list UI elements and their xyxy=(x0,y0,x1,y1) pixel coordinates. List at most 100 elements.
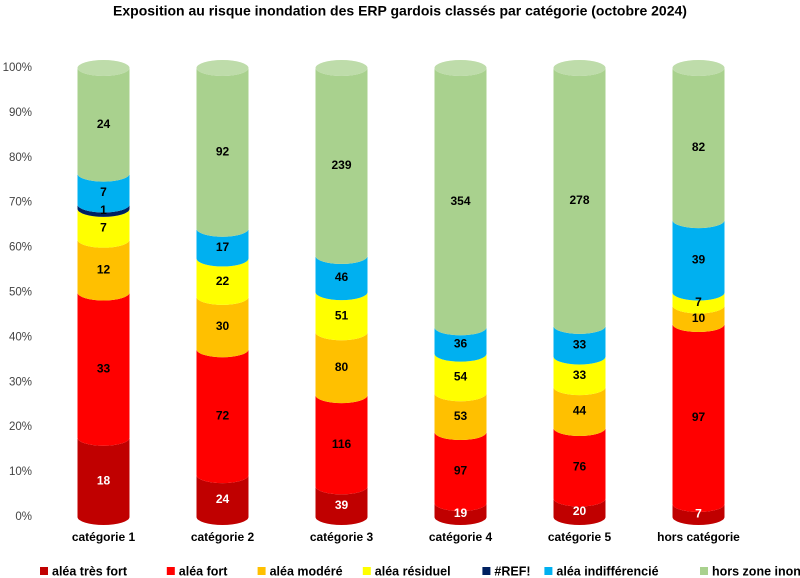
cylinder-segment xyxy=(672,292,725,314)
value-label: 12 xyxy=(97,262,111,276)
value-label: 39 xyxy=(692,252,706,266)
x-tick-label: catégorie 1 xyxy=(72,530,136,544)
legend-label: aléa résiduel xyxy=(375,564,451,578)
chart-title: Exposition au risque inondation des ERP … xyxy=(113,3,687,19)
value-label: 33 xyxy=(97,361,111,375)
cylinder-top xyxy=(434,60,487,76)
legend-label: aléa fort xyxy=(179,564,228,578)
value-label: 97 xyxy=(454,464,468,478)
cylinder-segment xyxy=(434,503,487,525)
y-tick-label: 60% xyxy=(9,242,32,254)
legend-swatch xyxy=(40,567,48,575)
value-label: 92 xyxy=(216,145,230,159)
value-label: 76 xyxy=(573,459,587,473)
value-label: 354 xyxy=(450,194,470,208)
value-label: 33 xyxy=(573,337,587,351)
y-tick-label: 80% xyxy=(9,152,32,164)
cylinder-segment xyxy=(77,239,130,301)
cylinder-segment xyxy=(315,395,368,495)
value-label: 44 xyxy=(573,404,587,418)
cylinder-segment xyxy=(77,292,130,446)
legend-label: #REF! xyxy=(494,564,530,578)
cylinder-segment xyxy=(434,393,487,441)
value-label: 80 xyxy=(335,360,349,374)
cylinder-top-shade xyxy=(553,60,606,76)
cylinder-segment xyxy=(434,353,487,402)
value-label: 97 xyxy=(692,410,706,424)
cylinder-segment xyxy=(553,498,606,525)
cylinder-segment xyxy=(196,475,249,525)
cylinder-top-shade xyxy=(672,60,725,76)
x-tick-label: catégorie 2 xyxy=(191,530,255,544)
cylinder-top-shade xyxy=(434,60,487,76)
value-label: 82 xyxy=(692,140,706,154)
legend-swatch xyxy=(257,567,266,575)
cylinder-segment xyxy=(434,432,487,512)
y-tick-label: 30% xyxy=(9,376,32,388)
cylinder-segment xyxy=(196,258,249,305)
value-label: 46 xyxy=(335,270,349,284)
value-label: 116 xyxy=(332,437,352,451)
value-label: 51 xyxy=(335,308,349,322)
cylinder-top xyxy=(315,60,368,76)
y-tick-label: 100% xyxy=(3,62,32,74)
cylinder-segment xyxy=(77,204,130,217)
cylinder-segment xyxy=(77,173,130,213)
legend-swatch xyxy=(166,567,175,575)
cylinder-segment xyxy=(553,387,606,436)
value-label: 1 xyxy=(100,203,107,217)
legend-label: hors zone inondable xyxy=(712,564,800,578)
y-tick-label: 70% xyxy=(9,197,32,209)
x-tick-label: catégorie 4 xyxy=(429,530,493,544)
value-label: 7 xyxy=(100,185,107,199)
x-tick-label: catégorie 5 xyxy=(548,530,612,544)
cylinder-top-shade xyxy=(196,60,249,76)
y-tick-label: 40% xyxy=(9,331,32,343)
cylinder-segment xyxy=(315,68,368,264)
cylinder-segment xyxy=(553,68,606,334)
value-label: 20 xyxy=(573,504,587,518)
cylinder-top xyxy=(553,60,606,76)
value-label: 7 xyxy=(100,220,107,234)
cylinder-segment xyxy=(434,327,487,362)
value-label: 7 xyxy=(695,295,702,309)
value-label: 10 xyxy=(692,311,706,325)
value-label: 278 xyxy=(569,193,589,207)
legend-swatch xyxy=(544,567,553,575)
cylinder-segment xyxy=(672,504,725,525)
cylinder-top xyxy=(672,60,725,76)
value-label: 54 xyxy=(454,370,468,384)
cylinder-segment xyxy=(196,228,249,267)
cylinder-segment xyxy=(77,437,130,525)
y-tick-label: 10% xyxy=(9,466,32,478)
cylinder-segment xyxy=(196,349,249,484)
cylinder-segment xyxy=(672,324,725,513)
cylinder-top-shade xyxy=(315,60,368,76)
cylinder-segment xyxy=(672,68,725,229)
legend-swatch xyxy=(700,567,708,575)
x-tick-label: hors catégorie xyxy=(657,530,740,544)
cylinder-segment xyxy=(434,68,487,336)
value-label: 18 xyxy=(97,474,111,488)
cylinder-segment xyxy=(315,255,368,301)
legend-swatch xyxy=(482,567,491,575)
value-label: 30 xyxy=(216,319,230,333)
value-label: 53 xyxy=(454,409,468,423)
cylinder-segment xyxy=(315,292,368,341)
cylinder-segment xyxy=(77,208,130,248)
value-label: 17 xyxy=(216,240,230,254)
y-tick-label: 50% xyxy=(9,287,32,299)
cylinder-segment xyxy=(672,220,725,301)
y-tick-label: 0% xyxy=(15,511,32,523)
value-label: 72 xyxy=(216,408,230,422)
value-label: 239 xyxy=(331,158,351,172)
cylinder-segment xyxy=(196,68,249,237)
y-tick-label: 20% xyxy=(9,421,32,433)
cylinder-segment xyxy=(196,296,249,358)
cylinder-segment xyxy=(672,305,725,333)
cylinder-segment xyxy=(553,356,606,396)
legend-label: aléa indifférencié xyxy=(556,564,658,578)
value-label: 22 xyxy=(216,274,230,288)
cylinder-segment xyxy=(315,486,368,525)
